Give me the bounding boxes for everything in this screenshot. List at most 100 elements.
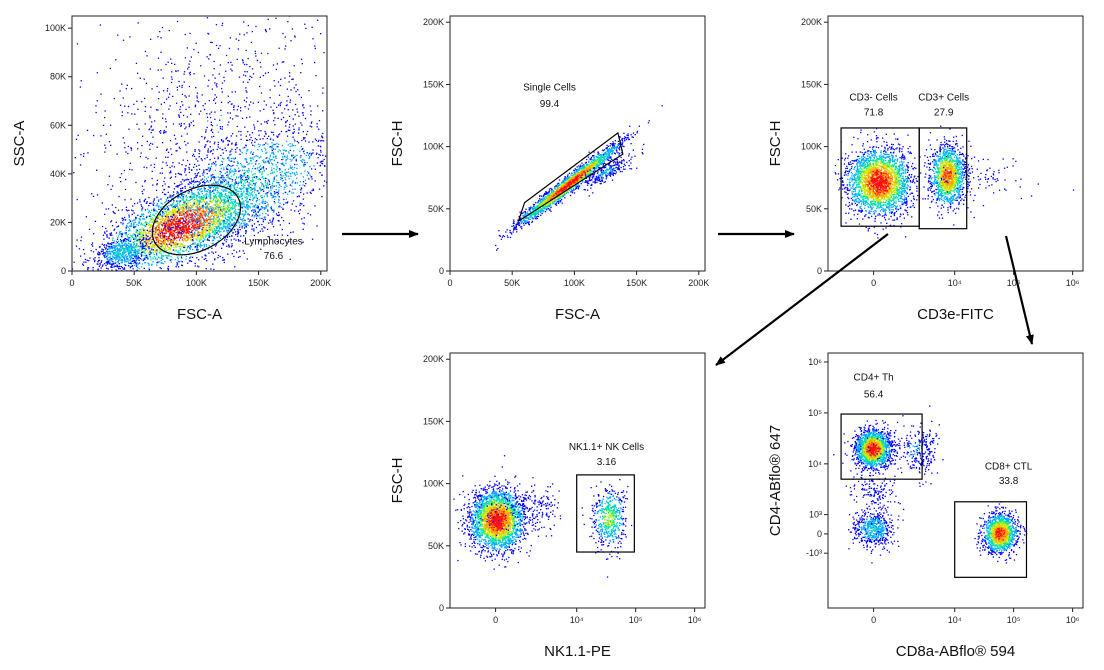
event-dot <box>127 233 129 236</box>
event-dot <box>252 180 255 182</box>
event-dot <box>171 206 173 208</box>
event-dot <box>197 206 199 208</box>
event-dot <box>235 176 238 178</box>
event-dot <box>215 182 217 184</box>
event-dot <box>242 210 244 212</box>
event-dot <box>306 152 308 154</box>
event-dot <box>302 104 304 106</box>
event-dot <box>184 228 186 230</box>
event-dot <box>206 260 208 262</box>
event-dot <box>215 206 218 208</box>
event-dot <box>180 229 182 231</box>
event-dot <box>285 131 287 133</box>
event-dot <box>162 206 164 208</box>
event-dot <box>156 222 158 224</box>
event-dot <box>139 201 141 203</box>
event-dot <box>289 165 292 167</box>
event-dot <box>216 210 219 212</box>
event-dot <box>248 176 250 178</box>
event-dot <box>188 213 190 216</box>
event-dot <box>130 222 132 224</box>
event-dot <box>285 202 287 204</box>
event-dot <box>329 45 330 46</box>
event-dot <box>138 250 140 252</box>
event-dot <box>171 239 173 241</box>
event-dot <box>339 160 340 161</box>
event-dot <box>207 203 209 205</box>
event-dot <box>292 132 294 134</box>
event-dot <box>260 208 262 210</box>
event-dot <box>198 149 200 151</box>
event-dot <box>231 245 233 247</box>
event-dot <box>207 148 209 150</box>
event-dot <box>80 236 83 238</box>
event-dot <box>209 224 211 227</box>
event-dot <box>160 212 162 214</box>
event-dot <box>172 210 175 213</box>
event-dot <box>237 228 239 230</box>
event-dot <box>160 206 162 208</box>
event-dot <box>198 226 200 228</box>
event-dot <box>219 231 221 233</box>
event-dot <box>229 100 231 103</box>
event-dot <box>182 203 184 206</box>
event-dot <box>315 139 317 142</box>
event-dot <box>186 47 188 49</box>
event-dot <box>159 249 161 252</box>
event-dot <box>161 241 164 244</box>
event-dot <box>323 185 325 187</box>
event-dot <box>196 219 198 222</box>
event-dot <box>224 201 226 203</box>
event-dot <box>265 161 267 163</box>
event-dot <box>240 188 242 190</box>
event-dot <box>173 247 175 249</box>
event-dot <box>175 231 177 234</box>
event-dot <box>196 195 198 197</box>
event-dot <box>219 223 222 225</box>
event-dot <box>207 239 209 241</box>
event-dot <box>174 244 177 246</box>
event-dot <box>150 259 152 261</box>
event-dot <box>171 222 173 224</box>
event-dot <box>217 198 219 200</box>
event-dot <box>242 185 244 187</box>
event-dot <box>150 219 152 222</box>
event-dot <box>214 258 216 260</box>
event-dot <box>120 181 122 183</box>
event-dot <box>213 220 215 222</box>
event-dot <box>233 194 235 196</box>
event-dot <box>177 258 179 260</box>
event-dot <box>255 182 257 184</box>
event-dot <box>204 215 206 217</box>
event-dot <box>227 185 229 187</box>
event-dot <box>270 106 272 108</box>
event-dot <box>309 214 312 216</box>
event-dot <box>254 214 256 217</box>
event-dot <box>192 186 194 189</box>
event-dot <box>140 244 142 246</box>
event-dot <box>204 182 206 184</box>
event-dot <box>236 233 238 235</box>
event-dot <box>138 231 140 233</box>
event-dot <box>331 161 332 162</box>
event-dot <box>233 255 235 258</box>
event-dot <box>310 192 312 194</box>
event-dot <box>234 216 236 219</box>
event-dot <box>204 202 206 204</box>
event-dot <box>262 167 265 169</box>
event-dot <box>263 216 265 219</box>
event-dot <box>267 192 269 194</box>
event-dot <box>228 218 230 221</box>
event-dot <box>179 108 181 111</box>
event-dot <box>180 187 182 190</box>
event-dot <box>162 222 164 225</box>
event-dot <box>145 237 147 239</box>
event-dot <box>281 228 283 231</box>
event-dot <box>200 237 203 239</box>
event-dot <box>167 214 169 216</box>
event-dot <box>176 232 178 234</box>
event-dot <box>221 189 223 191</box>
event-dot <box>152 257 154 259</box>
event-dot <box>207 195 210 197</box>
event-dot <box>215 161 217 163</box>
